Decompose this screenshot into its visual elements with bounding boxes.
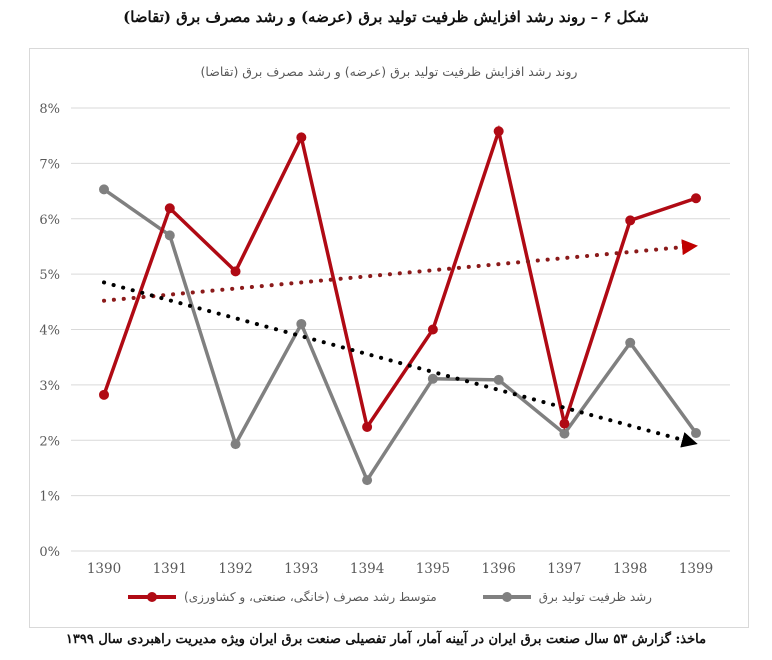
- y-tick-label: 3%: [39, 379, 60, 394]
- figure-title: شکل ۶ – روند رشد افزایش ظرفیت تولید برق …: [123, 8, 649, 26]
- data-point-marker: [427, 373, 438, 384]
- x-tick-label: 1399: [679, 561, 713, 577]
- data-point-marker: [164, 203, 175, 214]
- capacity-series-line: [102, 187, 698, 484]
- x-tick-label: 1396: [481, 561, 515, 577]
- source-caption: ماخذ: گزارش ۵۳ سال صنعت برق ایران در آیی…: [65, 632, 707, 647]
- data-point-marker: [230, 266, 241, 277]
- data-point-marker: [362, 421, 373, 432]
- x-tick-label: 1395: [416, 561, 450, 577]
- legend-item-capacity: رشد ظرفیت تولید برق: [481, 590, 652, 604]
- data-point-marker: [296, 132, 307, 143]
- consumption-trendline: [102, 239, 698, 303]
- data-point-marker: [99, 389, 109, 400]
- capacity-trendline: [102, 280, 698, 448]
- data-point-marker: [691, 193, 701, 204]
- data-point-marker: [362, 475, 373, 486]
- data-point-marker: [164, 230, 175, 241]
- y-tick-label: 1%: [39, 490, 60, 505]
- y-tick-label: 2%: [39, 434, 60, 449]
- legend-label-consumption: متوسط رشد مصرف (خانگی، صنعتی، و کشاورزی): [184, 590, 437, 604]
- chart-legend: رشد ظرفیت تولید برق متوسط رشد مصرف (خانگ…: [29, 590, 749, 604]
- x-tick-label: 1391: [153, 561, 187, 577]
- data-point-marker: [427, 324, 438, 335]
- x-tick-label: 1393: [284, 561, 318, 577]
- data-point-marker: [559, 428, 570, 439]
- data-point-marker: [625, 215, 636, 226]
- data-point-marker: [493, 374, 504, 385]
- x-tick-label: 1398: [613, 561, 647, 577]
- data-point-marker: [99, 184, 109, 195]
- legend-line-marker-gray-icon: [482, 592, 531, 602]
- consumption-series-line: [102, 124, 697, 432]
- data-point-marker: [230, 439, 241, 450]
- data-point-marker: [625, 337, 636, 348]
- x-tick-label: 1392: [218, 561, 252, 577]
- legend-item-consumption: متوسط رشد مصرف (خانگی، صنعتی، و کشاورزی): [126, 590, 437, 604]
- y-tick-label: 8%: [39, 102, 60, 117]
- x-tick-label: 1390: [87, 561, 121, 577]
- y-tick-label: 5%: [39, 268, 60, 283]
- legend-label-capacity: رشد ظرفیت تولید برق: [538, 590, 652, 604]
- data-point-marker: [691, 428, 701, 439]
- chart-title: روند رشد افزایش ظرفیت تولید برق (عرضه) و…: [200, 64, 578, 79]
- y-tick-label: 4%: [39, 324, 60, 339]
- data-point-marker: [296, 318, 307, 329]
- chart-frame: [29, 48, 749, 628]
- data-point-marker: [559, 418, 570, 429]
- x-tick-label: 1394: [350, 561, 384, 577]
- legend-line-marker-red-icon: [128, 592, 177, 602]
- y-tick-label: 6%: [39, 213, 60, 228]
- y-tick-label: 0%: [39, 545, 60, 560]
- x-tick-label: 1397: [547, 561, 581, 577]
- y-tick-label: 7%: [39, 157, 60, 172]
- data-point-marker: [493, 126, 504, 137]
